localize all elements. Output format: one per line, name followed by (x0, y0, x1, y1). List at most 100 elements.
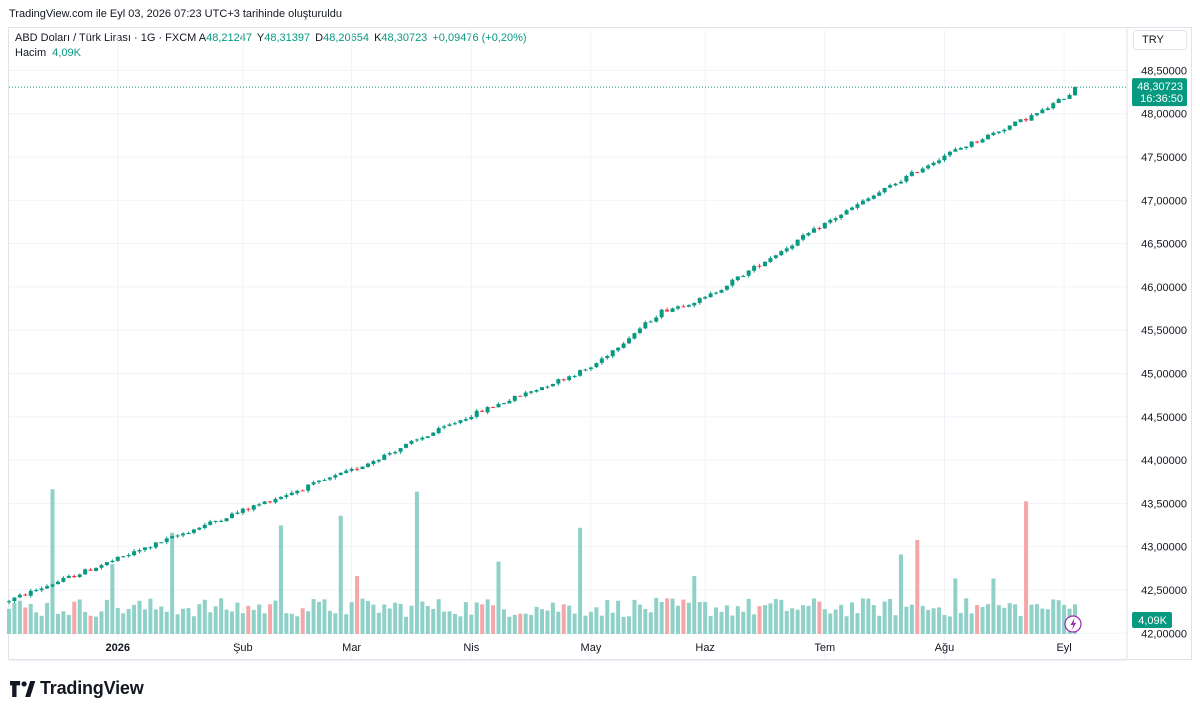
candle-body[interactable] (828, 219, 833, 223)
candle-body[interactable] (110, 560, 115, 563)
candle-body[interactable] (175, 535, 180, 537)
candle-body[interactable] (784, 248, 789, 252)
candle-body[interactable] (692, 302, 697, 306)
candle-body[interactable] (229, 513, 234, 518)
candle-body[interactable] (773, 255, 778, 258)
candle-body[interactable] (55, 581, 60, 585)
candle-body[interactable] (958, 148, 963, 150)
candle-body[interactable] (12, 597, 17, 602)
candle-body[interactable] (491, 406, 496, 408)
candle-body[interactable] (333, 475, 338, 478)
candle-body[interactable] (572, 375, 577, 377)
candle-body[interactable] (197, 527, 202, 530)
candle-body[interactable] (632, 333, 637, 339)
candle-body[interactable] (790, 245, 795, 249)
candle-body[interactable] (523, 392, 528, 397)
candle-body[interactable] (45, 586, 50, 589)
candle-body[interactable] (28, 590, 33, 596)
candle-body[interactable] (730, 279, 735, 286)
candle-body[interactable] (844, 210, 849, 215)
candle-body[interactable] (860, 200, 865, 205)
candle-body[interactable] (980, 139, 985, 143)
candle-body[interactable] (61, 577, 66, 582)
candle-body[interactable] (317, 480, 322, 483)
candle-body[interactable] (991, 132, 996, 136)
candle-body[interactable] (431, 432, 436, 436)
candle-body[interactable] (996, 131, 1001, 133)
candle-body[interactable] (1002, 129, 1007, 132)
candle-body[interactable] (501, 403, 506, 405)
candle-body[interactable] (621, 343, 626, 348)
candle-body[interactable] (72, 575, 77, 578)
candle-body[interactable] (240, 508, 245, 513)
candle-body[interactable] (273, 498, 278, 503)
candle-body[interactable] (186, 532, 191, 534)
candle-body[interactable] (964, 146, 969, 148)
candle-body[interactable] (295, 490, 300, 494)
candle-body[interactable] (616, 347, 621, 351)
candle-body[interactable] (99, 565, 104, 568)
candle-body[interactable] (480, 410, 485, 412)
candle-body[interactable] (703, 296, 708, 299)
candle-body[interactable] (1018, 119, 1023, 122)
candle-body[interactable] (866, 198, 871, 201)
candle-body[interactable] (376, 459, 381, 462)
candle-body[interactable] (393, 451, 398, 454)
candle-body[interactable] (311, 482, 316, 485)
candle-body[interactable] (507, 400, 512, 404)
candle-body[interactable] (278, 497, 283, 499)
candle-body[interactable] (811, 228, 816, 233)
candle-body[interactable] (1062, 98, 1067, 100)
candle-body[interactable] (550, 383, 555, 387)
candle-body[interactable] (382, 454, 387, 460)
candle-body[interactable] (213, 520, 218, 522)
candle-body[interactable] (757, 265, 762, 267)
candle-body[interactable] (871, 195, 876, 199)
candle-body[interactable] (1067, 95, 1072, 99)
candle-body[interactable] (148, 547, 153, 549)
candle-body[interactable] (202, 524, 207, 529)
candle-body[interactable] (904, 175, 909, 182)
candle-body[interactable] (741, 276, 746, 278)
candle-body[interactable] (985, 134, 990, 140)
candle-body[interactable] (969, 141, 974, 147)
candle-body[interactable] (181, 533, 186, 536)
candle-body[interactable] (599, 358, 604, 363)
candle-body[interactable] (926, 165, 931, 169)
candle-body[interactable] (191, 529, 196, 533)
candle-body[interactable] (882, 187, 887, 193)
candle-body[interactable] (588, 367, 593, 370)
candle-body[interactable] (327, 477, 332, 480)
candle-body[interactable] (833, 218, 838, 221)
candle-body[interactable] (50, 584, 55, 587)
candle-body[interactable] (975, 141, 980, 143)
candle-body[interactable] (414, 439, 419, 441)
candle-body[interactable] (409, 440, 414, 444)
candle-body[interactable] (137, 550, 142, 552)
candle-body[interactable] (132, 551, 137, 556)
candle-body[interactable] (268, 501, 273, 503)
candle-body[interactable] (822, 222, 827, 229)
candle-body[interactable] (556, 379, 561, 384)
candle-body[interactable] (877, 192, 882, 196)
candle-body[interactable] (654, 317, 659, 322)
candle-body[interactable] (839, 214, 844, 219)
candle-body[interactable] (637, 328, 642, 333)
tradingview-logo[interactable]: TradingView (10, 678, 144, 699)
candle-body[interactable] (806, 233, 811, 236)
candle-body[interactable] (724, 285, 729, 290)
candle-body[interactable] (17, 594, 22, 598)
candle-body[interactable] (208, 521, 213, 525)
candle-body[interactable] (648, 321, 653, 323)
candle-body[interactable] (246, 508, 251, 510)
candle-body[interactable] (686, 305, 691, 307)
candle-body[interactable] (474, 410, 479, 417)
candle-body[interactable] (605, 356, 610, 359)
candle-body[interactable] (898, 181, 903, 184)
candle-body[interactable] (7, 601, 11, 603)
candle-body[interactable] (349, 468, 354, 471)
candle-body[interactable] (752, 265, 757, 271)
candle-body[interactable] (1034, 113, 1039, 116)
candle-body[interactable] (675, 306, 680, 309)
